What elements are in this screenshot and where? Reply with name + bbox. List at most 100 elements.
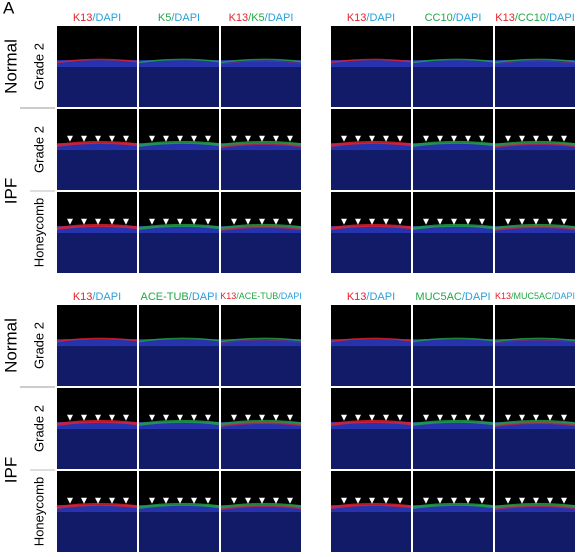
tissue bbox=[221, 232, 301, 273]
tissue bbox=[221, 345, 301, 386]
arrowhead bbox=[355, 414, 361, 421]
header-part: /DAPI bbox=[92, 291, 121, 303]
tissue bbox=[331, 428, 411, 469]
arrowhead bbox=[451, 414, 457, 421]
arrowhead bbox=[109, 414, 115, 421]
tissue bbox=[221, 511, 301, 552]
arrowhead bbox=[123, 497, 129, 504]
arrowhead bbox=[341, 135, 347, 142]
arrowhead bbox=[519, 414, 525, 421]
epithelium bbox=[57, 143, 137, 151]
column-header: K13/K5/DAPI bbox=[229, 12, 294, 24]
arrowhead bbox=[149, 135, 155, 142]
arrowhead bbox=[205, 218, 211, 225]
tissue bbox=[495, 428, 575, 469]
epithelium bbox=[139, 422, 219, 430]
arrowhead bbox=[451, 497, 457, 504]
arrowhead bbox=[163, 135, 169, 142]
stain-overlay bbox=[220, 505, 302, 511]
tissue bbox=[139, 149, 219, 190]
stain bbox=[412, 502, 494, 509]
header-part: /DAPI bbox=[453, 12, 482, 24]
epithelium bbox=[495, 226, 575, 234]
tissue bbox=[413, 428, 493, 469]
column-header: K13/DAPI bbox=[347, 12, 395, 24]
row-label: Grade 2 bbox=[31, 43, 46, 90]
epithelium bbox=[331, 60, 411, 68]
column-header: K13/MUC5AC/DAPI bbox=[495, 291, 575, 301]
arrowhead bbox=[561, 218, 567, 225]
stain bbox=[412, 58, 494, 64]
stain-overlay bbox=[220, 422, 302, 428]
arrowhead bbox=[287, 135, 293, 142]
tissue bbox=[413, 345, 493, 386]
arrowhead bbox=[451, 218, 457, 225]
arrowhead bbox=[231, 135, 237, 142]
row-label: Honeycomb bbox=[31, 477, 46, 546]
stain-overlay bbox=[494, 60, 576, 65]
arrowhead bbox=[273, 497, 279, 504]
arrowhead bbox=[177, 218, 183, 225]
header-part: /DAPI bbox=[189, 291, 218, 303]
tissue bbox=[495, 232, 575, 273]
arrowhead bbox=[123, 414, 129, 421]
arrowhead bbox=[273, 218, 279, 225]
stain-overlay bbox=[220, 60, 302, 65]
stain bbox=[412, 419, 494, 426]
group-label: IPF bbox=[1, 457, 20, 483]
arrowhead bbox=[245, 497, 251, 504]
header-part: /DAPI bbox=[366, 12, 395, 24]
column-header: K5/DAPI bbox=[158, 12, 200, 24]
arrowhead bbox=[397, 497, 403, 504]
epithelium bbox=[331, 143, 411, 151]
stain bbox=[138, 223, 220, 230]
arrowhead bbox=[95, 497, 101, 504]
arrowhead bbox=[205, 414, 211, 421]
tissue bbox=[413, 511, 493, 552]
tissue bbox=[331, 66, 411, 107]
arrowhead bbox=[397, 135, 403, 142]
tissue bbox=[139, 511, 219, 552]
arrowhead bbox=[287, 497, 293, 504]
arrowhead bbox=[423, 414, 429, 421]
arrowhead bbox=[123, 135, 129, 142]
header-part: K13 bbox=[495, 12, 515, 24]
tissue bbox=[495, 511, 575, 552]
stain bbox=[330, 502, 412, 509]
tissue bbox=[57, 428, 137, 469]
arrowhead bbox=[505, 414, 511, 421]
arrowhead bbox=[505, 497, 511, 504]
arrowhead bbox=[287, 414, 293, 421]
epithelium bbox=[139, 226, 219, 234]
header-part: /DAPI bbox=[366, 291, 395, 303]
epithelium bbox=[495, 505, 575, 513]
epithelium bbox=[413, 60, 493, 68]
epithelium bbox=[413, 422, 493, 430]
group-label: Normal bbox=[1, 39, 20, 94]
tissue bbox=[139, 66, 219, 107]
arrowhead bbox=[505, 135, 511, 142]
stain-overlay bbox=[494, 422, 576, 428]
arrowhead bbox=[465, 135, 471, 142]
arrowhead bbox=[191, 414, 197, 421]
tissue bbox=[139, 232, 219, 273]
epithelium bbox=[413, 143, 493, 151]
arrowhead bbox=[231, 497, 237, 504]
arrowhead bbox=[231, 218, 237, 225]
stain bbox=[330, 58, 412, 64]
tissue bbox=[413, 149, 493, 190]
stain bbox=[138, 502, 220, 509]
stain bbox=[494, 223, 576, 230]
stain bbox=[412, 223, 494, 230]
arrowhead bbox=[533, 497, 539, 504]
arrowhead bbox=[149, 497, 155, 504]
arrowhead bbox=[561, 414, 567, 421]
epithelium bbox=[331, 505, 411, 513]
arrowhead bbox=[437, 414, 443, 421]
arrowhead bbox=[123, 218, 129, 225]
arrowhead bbox=[81, 414, 87, 421]
tissue bbox=[57, 511, 137, 552]
stain bbox=[56, 140, 138, 147]
tissue bbox=[413, 232, 493, 273]
row-label: Grade 2 bbox=[31, 405, 46, 452]
